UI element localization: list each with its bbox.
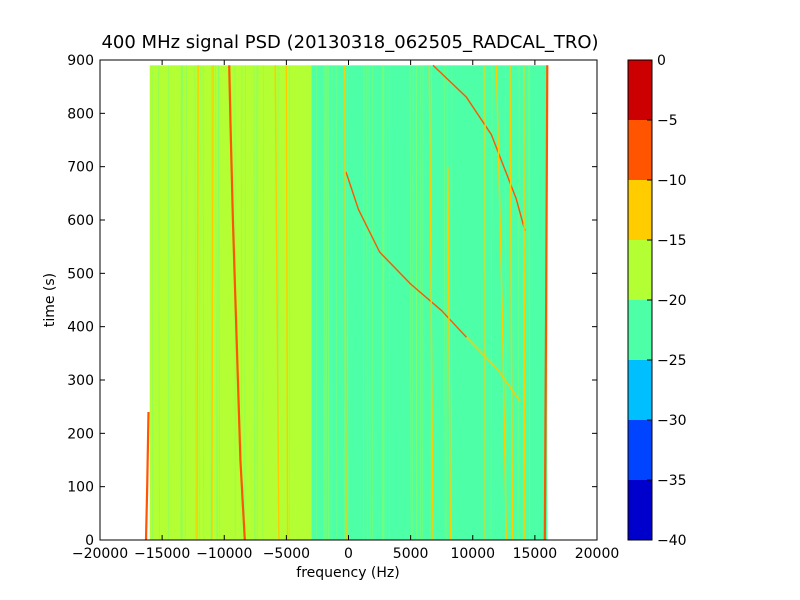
y-tick-label: 900 bbox=[67, 53, 94, 69]
texture-stripe bbox=[346, 65, 349, 540]
colorbar-tick-label: −25 bbox=[657, 353, 687, 369]
signal-line-spur bbox=[211, 65, 214, 540]
x-axis-label: frequency (Hz) bbox=[296, 565, 399, 581]
signal-line-spur bbox=[344, 65, 347, 540]
texture-stripe bbox=[199, 65, 201, 540]
texture-stripe bbox=[415, 65, 418, 540]
y-tick-label: 300 bbox=[67, 373, 94, 389]
texture-stripe bbox=[180, 65, 183, 540]
plot-area: −20000 −15000 −10000 −5000 0 5000 10000 15000 20… bbox=[67, 53, 619, 562]
signal-line-doppler bbox=[465, 336, 521, 402]
x-tick-label: −5000 bbox=[263, 546, 310, 562]
x-tick-label: 0 bbox=[344, 546, 353, 562]
signal-line-spur bbox=[495, 65, 507, 540]
x-axis: −20000 −15000 −10000 −5000 0 5000 10000 15000 20… bbox=[72, 60, 619, 562]
y-tick-label: 800 bbox=[67, 106, 94, 122]
colorbar-segment bbox=[628, 240, 652, 300]
y-tick-label: 0 bbox=[85, 533, 94, 549]
heatmap-texture bbox=[151, 65, 531, 540]
signal-line-spur bbox=[447, 166, 452, 540]
chart-title: 400 MHz signal PSD (20130318_062505_RADC… bbox=[101, 32, 598, 53]
texture-stripe bbox=[505, 65, 507, 540]
y-tick-label: 500 bbox=[67, 266, 94, 282]
texture-stripe bbox=[411, 65, 414, 540]
texture-stripe bbox=[490, 65, 493, 540]
texture-stripe bbox=[528, 65, 531, 540]
texture-stripe bbox=[256, 65, 259, 540]
x-tick-label: −20000 bbox=[72, 546, 128, 562]
signal-line-carrier bbox=[228, 65, 246, 540]
signal-line-spur bbox=[428, 65, 434, 540]
x-tick-label: 10000 bbox=[450, 546, 495, 562]
y-tick-label: 200 bbox=[67, 426, 94, 442]
signal-line-doppler bbox=[432, 64, 526, 231]
texture-stripe bbox=[217, 65, 220, 540]
texture-stripe bbox=[194, 65, 197, 540]
y-tick-label: 400 bbox=[67, 320, 94, 336]
texture-stripe bbox=[325, 65, 328, 540]
signal-line-spur bbox=[509, 65, 514, 540]
y-tick-label: 100 bbox=[67, 480, 94, 496]
y-axis-label: time (s) bbox=[42, 273, 58, 327]
texture-stripe bbox=[218, 65, 221, 540]
texture-stripe bbox=[323, 65, 326, 540]
signal-line-spur bbox=[196, 65, 199, 540]
texture-stripe bbox=[184, 65, 187, 540]
texture-stripe bbox=[215, 65, 218, 540]
signal-line-spur bbox=[285, 65, 289, 540]
colorbar-segment bbox=[628, 60, 652, 120]
x-tick-label: 20000 bbox=[575, 546, 620, 562]
x-tick-label: 15000 bbox=[513, 546, 558, 562]
texture-stripe bbox=[210, 65, 212, 540]
texture-stripe bbox=[202, 65, 205, 540]
texture-stripe bbox=[517, 65, 520, 540]
colorbar-segment bbox=[628, 180, 652, 240]
texture-stripe bbox=[244, 65, 246, 540]
texture-stripe bbox=[180, 65, 183, 540]
colorbar-segment bbox=[628, 420, 652, 480]
texture-stripe bbox=[255, 65, 258, 540]
signal-line-carrier bbox=[543, 65, 549, 540]
signal-line-spur bbox=[523, 65, 526, 540]
colorbar-tick-label: −40 bbox=[657, 533, 687, 549]
colorbar-tick-label: −35 bbox=[657, 473, 687, 489]
signal-line-doppler bbox=[345, 171, 468, 338]
texture-stripe bbox=[368, 65, 371, 540]
colorbar-tick-label: −30 bbox=[657, 413, 687, 429]
texture-stripe bbox=[253, 65, 256, 540]
colorbar-segment bbox=[628, 300, 652, 360]
colorbar-segment bbox=[628, 120, 652, 180]
colorbar-segment bbox=[628, 360, 652, 420]
colorbar-segment bbox=[628, 480, 652, 540]
signal-line-spur bbox=[274, 65, 280, 540]
texture-stripe bbox=[362, 65, 365, 540]
colorbar: −40 −35 −30 −25 −20 −15 −10 −5 0 bbox=[627, 53, 687, 549]
y-tick-label: 700 bbox=[67, 160, 94, 176]
texture-stripe bbox=[415, 65, 418, 540]
x-tick-label: −15000 bbox=[134, 546, 190, 562]
texture-stripe bbox=[327, 65, 330, 540]
x-tick-label: −10000 bbox=[196, 546, 252, 562]
x-tick-label: 5000 bbox=[393, 546, 429, 562]
y-tick-label: 600 bbox=[67, 213, 94, 229]
y-axis: 0 100 200 300 400 500 600 700 800 900 bbox=[67, 53, 597, 549]
texture-stripe bbox=[422, 65, 424, 540]
colorbar-tick-label: −20 bbox=[657, 293, 687, 309]
colorbar-tick-label: 0 bbox=[657, 53, 666, 69]
colorbar-tick-label: −15 bbox=[657, 233, 687, 249]
signal-line-carrier bbox=[144, 411, 150, 540]
texture-stripe bbox=[158, 65, 160, 540]
colorbar-tick-label: −10 bbox=[657, 173, 687, 189]
colorbar-tick-label: −5 bbox=[657, 113, 678, 129]
texture-stripe bbox=[330, 65, 333, 540]
texture-stripe bbox=[443, 65, 446, 540]
texture-stripe bbox=[180, 65, 183, 540]
texture-stripe bbox=[335, 65, 338, 540]
texture-stripe bbox=[409, 65, 412, 540]
heatmap bbox=[144, 64, 549, 540]
texture-stripe bbox=[262, 65, 264, 540]
